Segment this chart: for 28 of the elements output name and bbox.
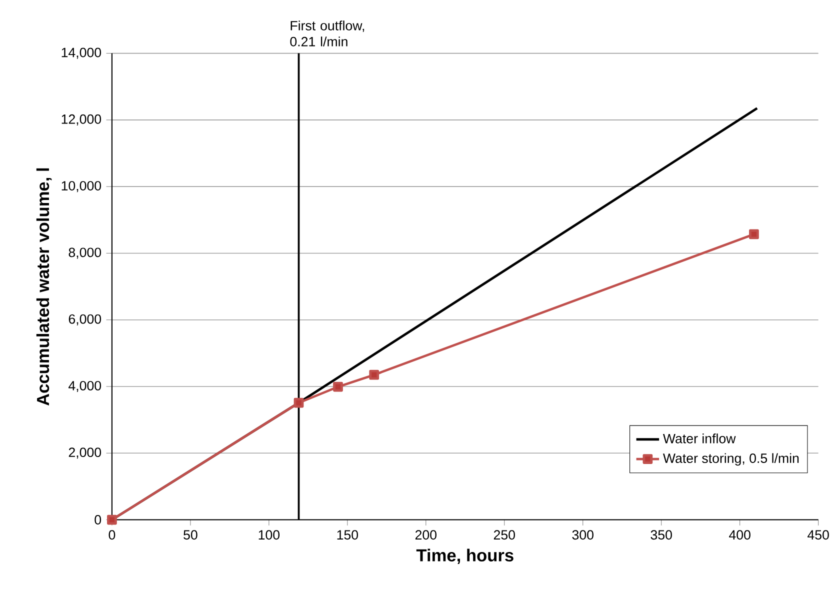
y-tick-label: 14,000 [62,48,102,59]
ref-line-label: First outflow, 0.21 l/min [290,20,364,46]
legend-label: Water inflow [663,433,736,444]
y-tick-label: 6,000 [68,314,102,326]
x-tick-label: 200 [415,530,436,540]
y-axis-title: Accumulated water volume, l [36,168,52,406]
x-tick-label: 450 [808,530,829,540]
point [294,398,304,408]
x-tick-label: 400 [729,530,750,540]
y-tick-label: 2,000 [68,447,102,458]
point [369,370,380,380]
x-tick-label: 350 [650,530,672,540]
point [749,229,759,239]
x-axis-title: Time, hours [416,548,514,564]
y-tick-label: 8,000 [68,248,102,259]
legend-label: Water storing, 0.5 l/min [663,453,799,466]
y-tick-label: 10,000 [62,180,102,192]
x-tick-label: 100 [258,530,280,540]
y-tick-label: 0 [94,514,102,524]
point [107,514,117,524]
point [333,382,343,392]
x-tick-label: 50 [184,530,198,540]
y-tick-label: 12,000 [62,114,102,126]
y-tick-label: 4,000 [68,380,102,392]
x-tick-label: 0 [108,530,116,540]
x-tick-label: 250 [494,530,515,540]
x-tick-label: 150 [337,530,358,540]
x-tick-label: 300 [572,530,594,540]
